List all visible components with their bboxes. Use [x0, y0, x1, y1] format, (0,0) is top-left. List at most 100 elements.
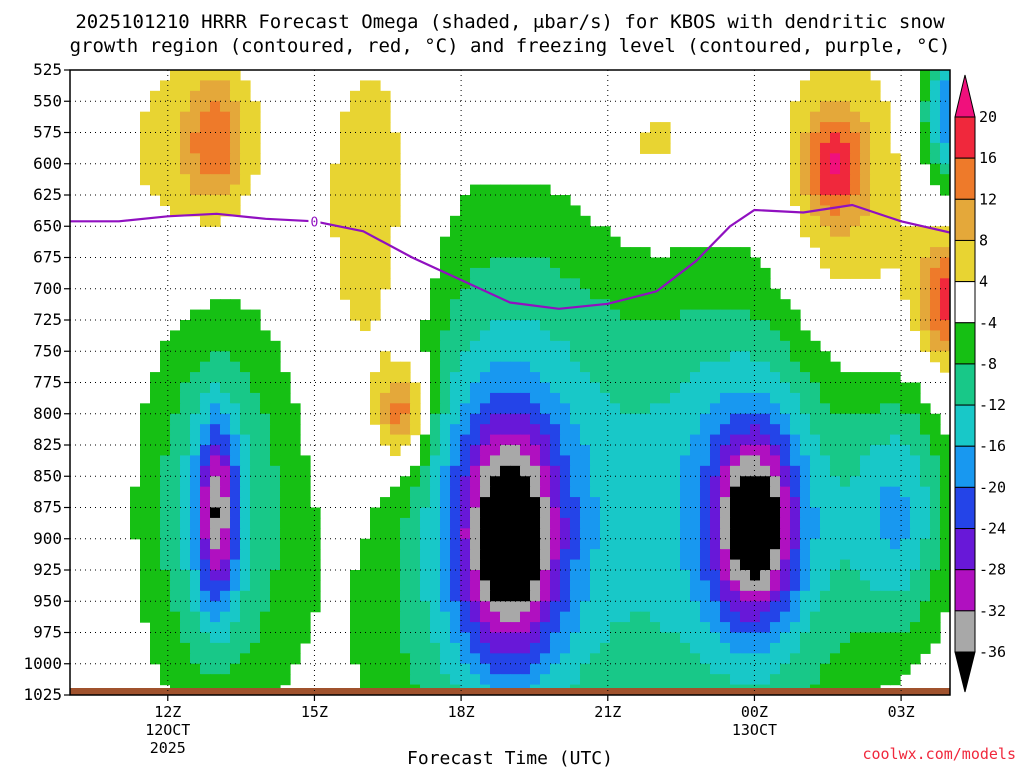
omega-cell [500, 538, 511, 550]
omega-cell [860, 205, 871, 217]
omega-cell [840, 486, 851, 498]
omega-cell [470, 622, 481, 634]
omega-cell [540, 361, 551, 373]
omega-cell [890, 205, 901, 217]
omega-cell [840, 580, 851, 592]
omega-cell [430, 299, 441, 311]
omega-cell [600, 351, 611, 363]
omega-cell [440, 517, 451, 529]
omega-cell [390, 372, 401, 384]
omega-cell [270, 528, 281, 540]
omega-cell [750, 622, 761, 634]
omega-cell [740, 528, 751, 540]
omega-cell [860, 507, 871, 519]
omega-cell [250, 382, 261, 394]
omega-cell [470, 549, 481, 561]
omega-cell [690, 267, 701, 279]
omega-cell [850, 90, 861, 102]
omega-cell [600, 267, 611, 279]
omega-cell [140, 413, 151, 425]
omega-cell [890, 163, 901, 175]
omega-cell [360, 570, 371, 582]
omega-cell [350, 267, 361, 279]
omega-cell [910, 226, 921, 238]
omega-cell [220, 642, 231, 654]
omega-cell [190, 70, 201, 82]
omega-cell [300, 476, 311, 488]
omega-cell [710, 361, 721, 373]
omega-cell [470, 674, 481, 686]
omega-cell [890, 611, 901, 623]
omega-cell [440, 497, 451, 509]
omega-cell [810, 663, 821, 675]
omega-cell [540, 601, 551, 613]
omega-cell [260, 580, 271, 592]
omega-cell [600, 424, 611, 436]
omega-cell [350, 163, 361, 175]
omega-cell [210, 476, 221, 488]
omega-cell [930, 247, 941, 259]
omega-cell [220, 549, 231, 561]
omega-cell [550, 403, 561, 415]
omega-cell [230, 90, 241, 102]
omega-cell [630, 517, 641, 529]
omega-cell [350, 205, 361, 217]
omega-cell [570, 340, 581, 352]
omega-cell [140, 424, 151, 436]
omega-cell [740, 320, 751, 332]
omega-cell [550, 476, 561, 488]
omega-cell [240, 590, 251, 602]
omega-cell [810, 434, 821, 446]
omega-cell [720, 413, 731, 425]
omega-cell [860, 434, 871, 446]
omega-cell [710, 330, 721, 342]
colorbar-band [954, 363, 976, 406]
omega-cell [760, 538, 771, 550]
omega-cell [340, 236, 351, 248]
credit-text: coolwx.com/models [862, 745, 1016, 763]
omega-cell [650, 142, 661, 154]
omega-cell [150, 570, 161, 582]
omega-cell [600, 549, 611, 561]
omega-cell [790, 611, 801, 623]
omega-cell [940, 570, 950, 582]
omega-cell [900, 392, 911, 404]
omega-cell [650, 570, 661, 582]
omega-cell [710, 320, 721, 332]
omega-cell [250, 101, 261, 113]
omega-cell [700, 372, 711, 384]
omega-cell [490, 351, 501, 363]
omega-cell [830, 257, 841, 269]
omega-cell [650, 372, 661, 384]
omega-cell [270, 674, 281, 686]
omega-cell [600, 663, 611, 675]
omega-cell [530, 424, 541, 436]
omega-cell [190, 101, 201, 113]
omega-cell [890, 663, 901, 675]
omega-cell [670, 507, 681, 519]
omega-cell [890, 445, 901, 457]
omega-cell [550, 601, 561, 613]
omega-cell [740, 424, 751, 436]
omega-cell [640, 267, 651, 279]
omega-cell [450, 455, 461, 467]
omega-cell [350, 101, 361, 113]
omega-cell [210, 320, 221, 332]
omega-cell [670, 424, 681, 436]
omega-cell [690, 622, 701, 634]
omega-cell [490, 570, 501, 582]
omega-cell [240, 153, 251, 165]
omega-cell [170, 424, 181, 436]
omega-cell [300, 517, 311, 529]
omega-cell [830, 570, 841, 582]
omega-cell [400, 674, 411, 686]
omega-cell [170, 153, 181, 165]
omega-cell [580, 580, 591, 592]
omega-cell [210, 132, 221, 144]
omega-cell [940, 132, 950, 144]
omega-cell [810, 570, 821, 582]
omega-cell [750, 267, 761, 279]
omega-cell [720, 653, 731, 665]
omega-cell [530, 320, 541, 332]
omega-cell [610, 392, 621, 404]
